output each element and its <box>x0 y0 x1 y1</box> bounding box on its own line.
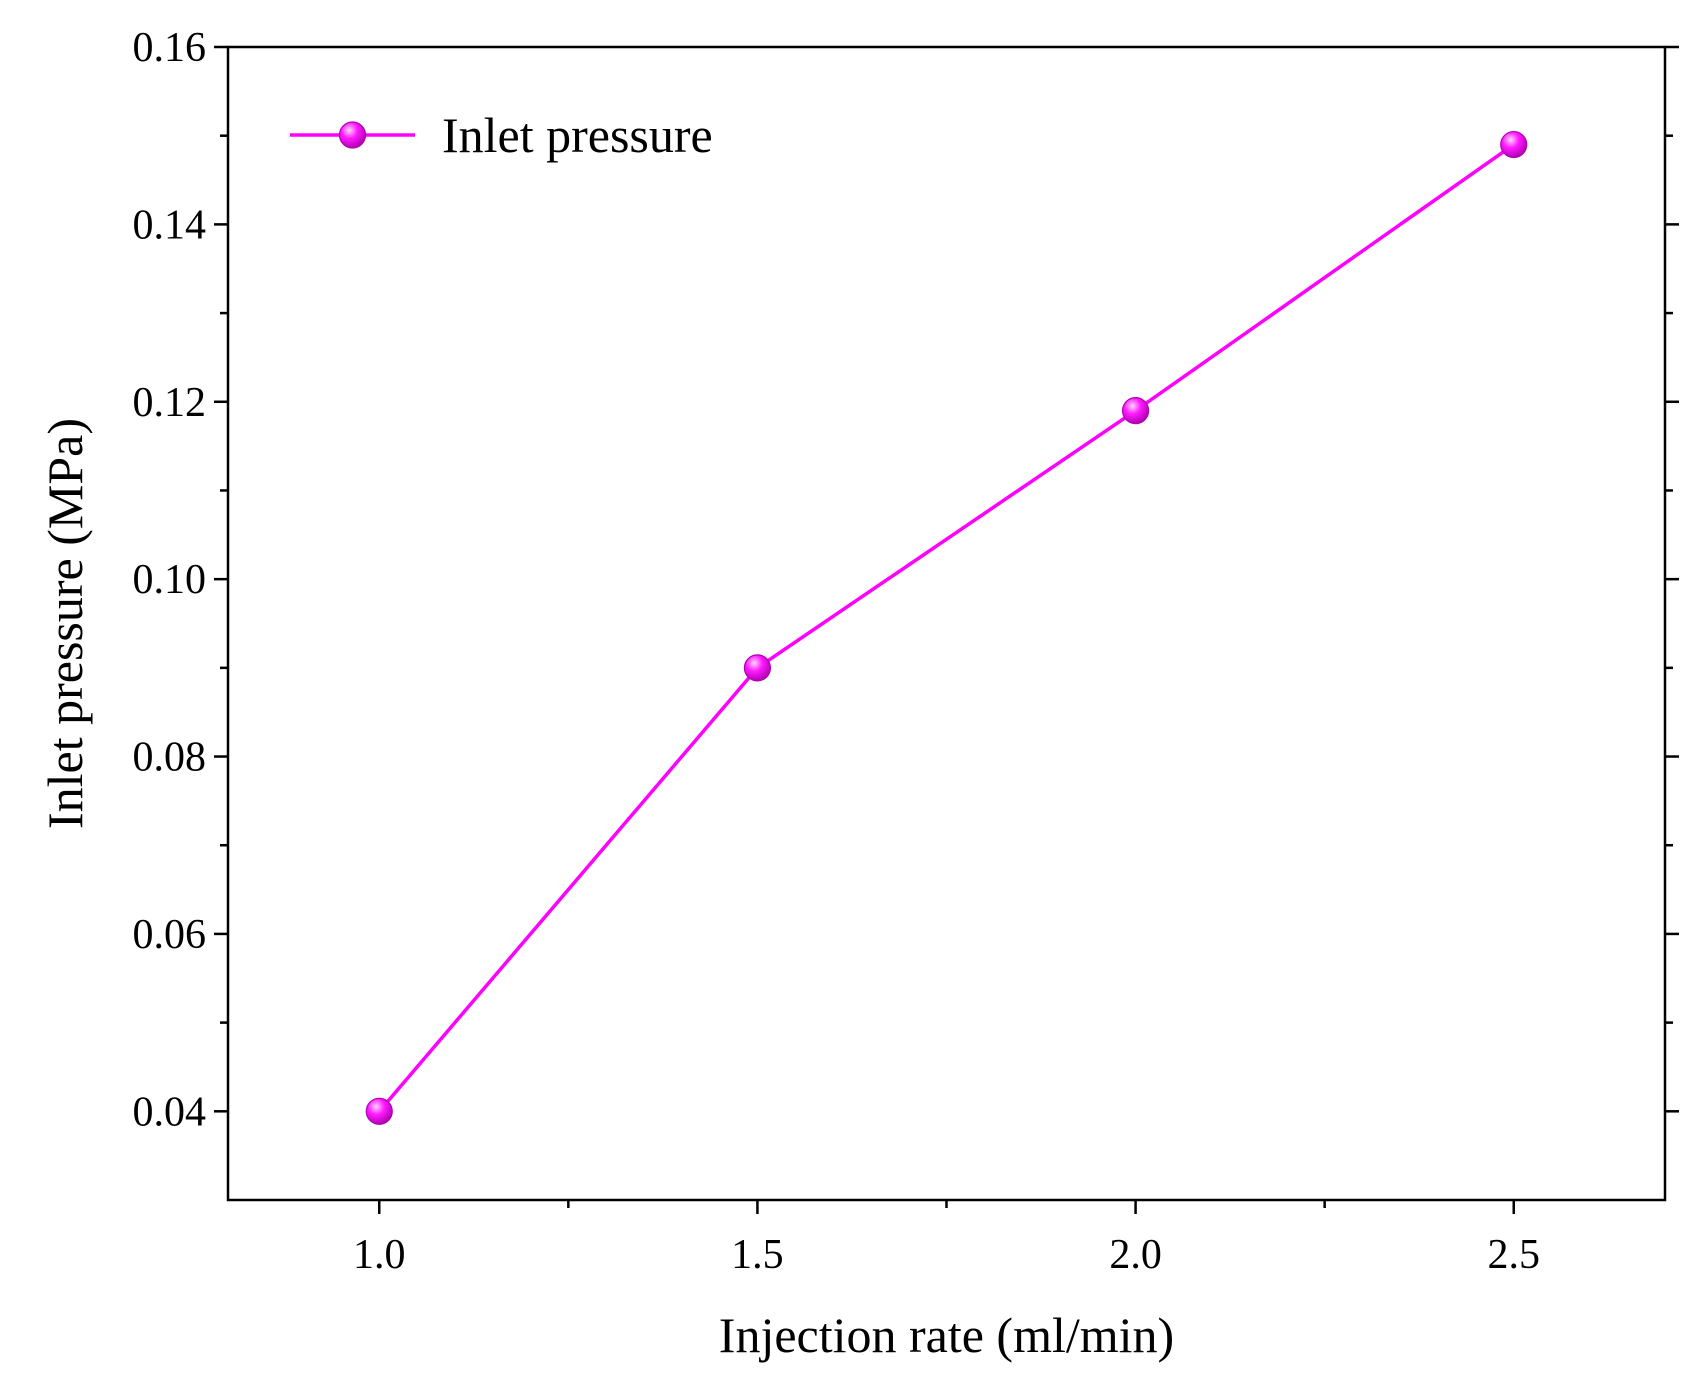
x-tick-label: 1.5 <box>731 1232 784 1278</box>
plot-frame <box>226 45 1667 1202</box>
x-tick-label: 2.5 <box>1487 1232 1540 1278</box>
y-tick-label: 0.06 <box>133 912 207 958</box>
y-axis-title: Inlet pressure (MPa) <box>37 418 93 829</box>
series-line <box>377 143 1515 1113</box>
legend: Inlet pressure <box>290 107 713 163</box>
y-tick-label: 0.16 <box>133 25 207 71</box>
data-point <box>743 654 772 682</box>
series-layer <box>365 130 1528 1125</box>
data-point <box>1500 130 1528 159</box>
x-tick-label: 2.0 <box>1109 1232 1162 1278</box>
legend-label: Inlet pressure <box>442 107 713 163</box>
y-tick-label: 0.10 <box>133 557 207 603</box>
y-tick-label: 0.08 <box>133 735 207 781</box>
x-axis-title: Injection rate (ml/min) <box>719 1307 1174 1363</box>
y-tick-label: 0.14 <box>133 202 207 248</box>
legend-marker <box>338 121 367 149</box>
data-point <box>365 1097 393 1125</box>
y-tick-label: 0.04 <box>133 1089 207 1135</box>
axes: 0.04 0.06 0.08 0.10 0.12 0.14 0.16 1.0 1.5 2.0 2.5 <box>133 25 1679 1278</box>
data-point <box>1121 397 1150 425</box>
y-tick-label: 0.12 <box>133 380 207 426</box>
x-tick-label: 1.0 <box>353 1232 406 1278</box>
